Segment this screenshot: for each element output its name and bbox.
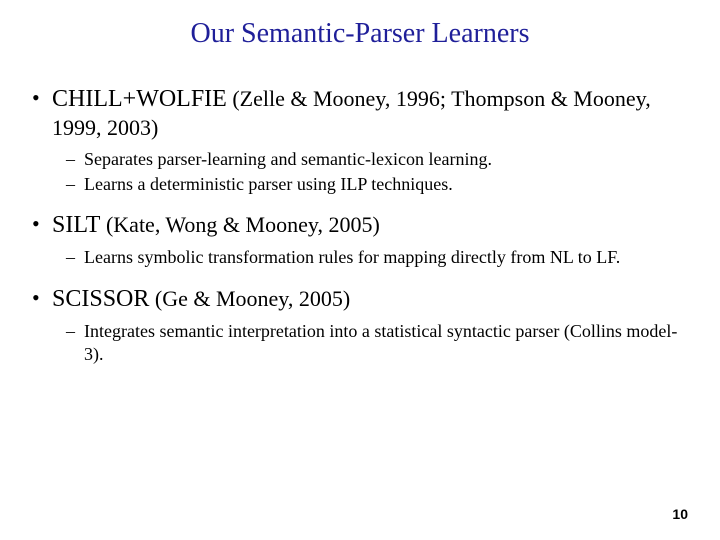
sub-item: Learns symbolic transformation rules for… <box>66 246 692 269</box>
bullet-item-scissor: SCISSOR (Ge & Mooney, 2005) Integrates s… <box>28 284 692 367</box>
sub-item: Integrates semantic interpretation into … <box>66 320 692 367</box>
slide-body: CHILL+WOLFIE (Zelle & Mooney, 1996; Thom… <box>0 56 720 366</box>
learner-citation: (Kate, Wong & Mooney, 2005) <box>100 212 379 237</box>
bullet-list: CHILL+WOLFIE (Zelle & Mooney, 1996; Thom… <box>28 84 692 366</box>
slide: Our Semantic-Parser Learners CHILL+WOLFI… <box>0 0 720 540</box>
sub-item: Learns a deterministic parser using ILP … <box>66 173 692 196</box>
sub-list: Learns symbolic transformation rules for… <box>52 246 692 269</box>
sub-list: Separates parser-learning and semantic-l… <box>52 148 692 197</box>
sub-list: Integrates semantic interpretation into … <box>52 320 692 367</box>
page-number: 10 <box>672 506 688 522</box>
bullet-item-silt: SILT (Kate, Wong & Mooney, 2005) Learns … <box>28 210 692 269</box>
sub-item: Separates parser-learning and semantic-l… <box>66 148 692 171</box>
learner-name: CHILL+WOLFIE <box>52 86 227 112</box>
slide-title: Our Semantic-Parser Learners <box>0 0 720 56</box>
learner-citation: (Ge & Mooney, 2005) <box>149 286 350 311</box>
learner-name: SCISSOR <box>52 286 149 312</box>
bullet-item-chill-wolfie: CHILL+WOLFIE (Zelle & Mooney, 1996; Thom… <box>28 84 692 196</box>
learner-name: SILT <box>52 212 100 238</box>
